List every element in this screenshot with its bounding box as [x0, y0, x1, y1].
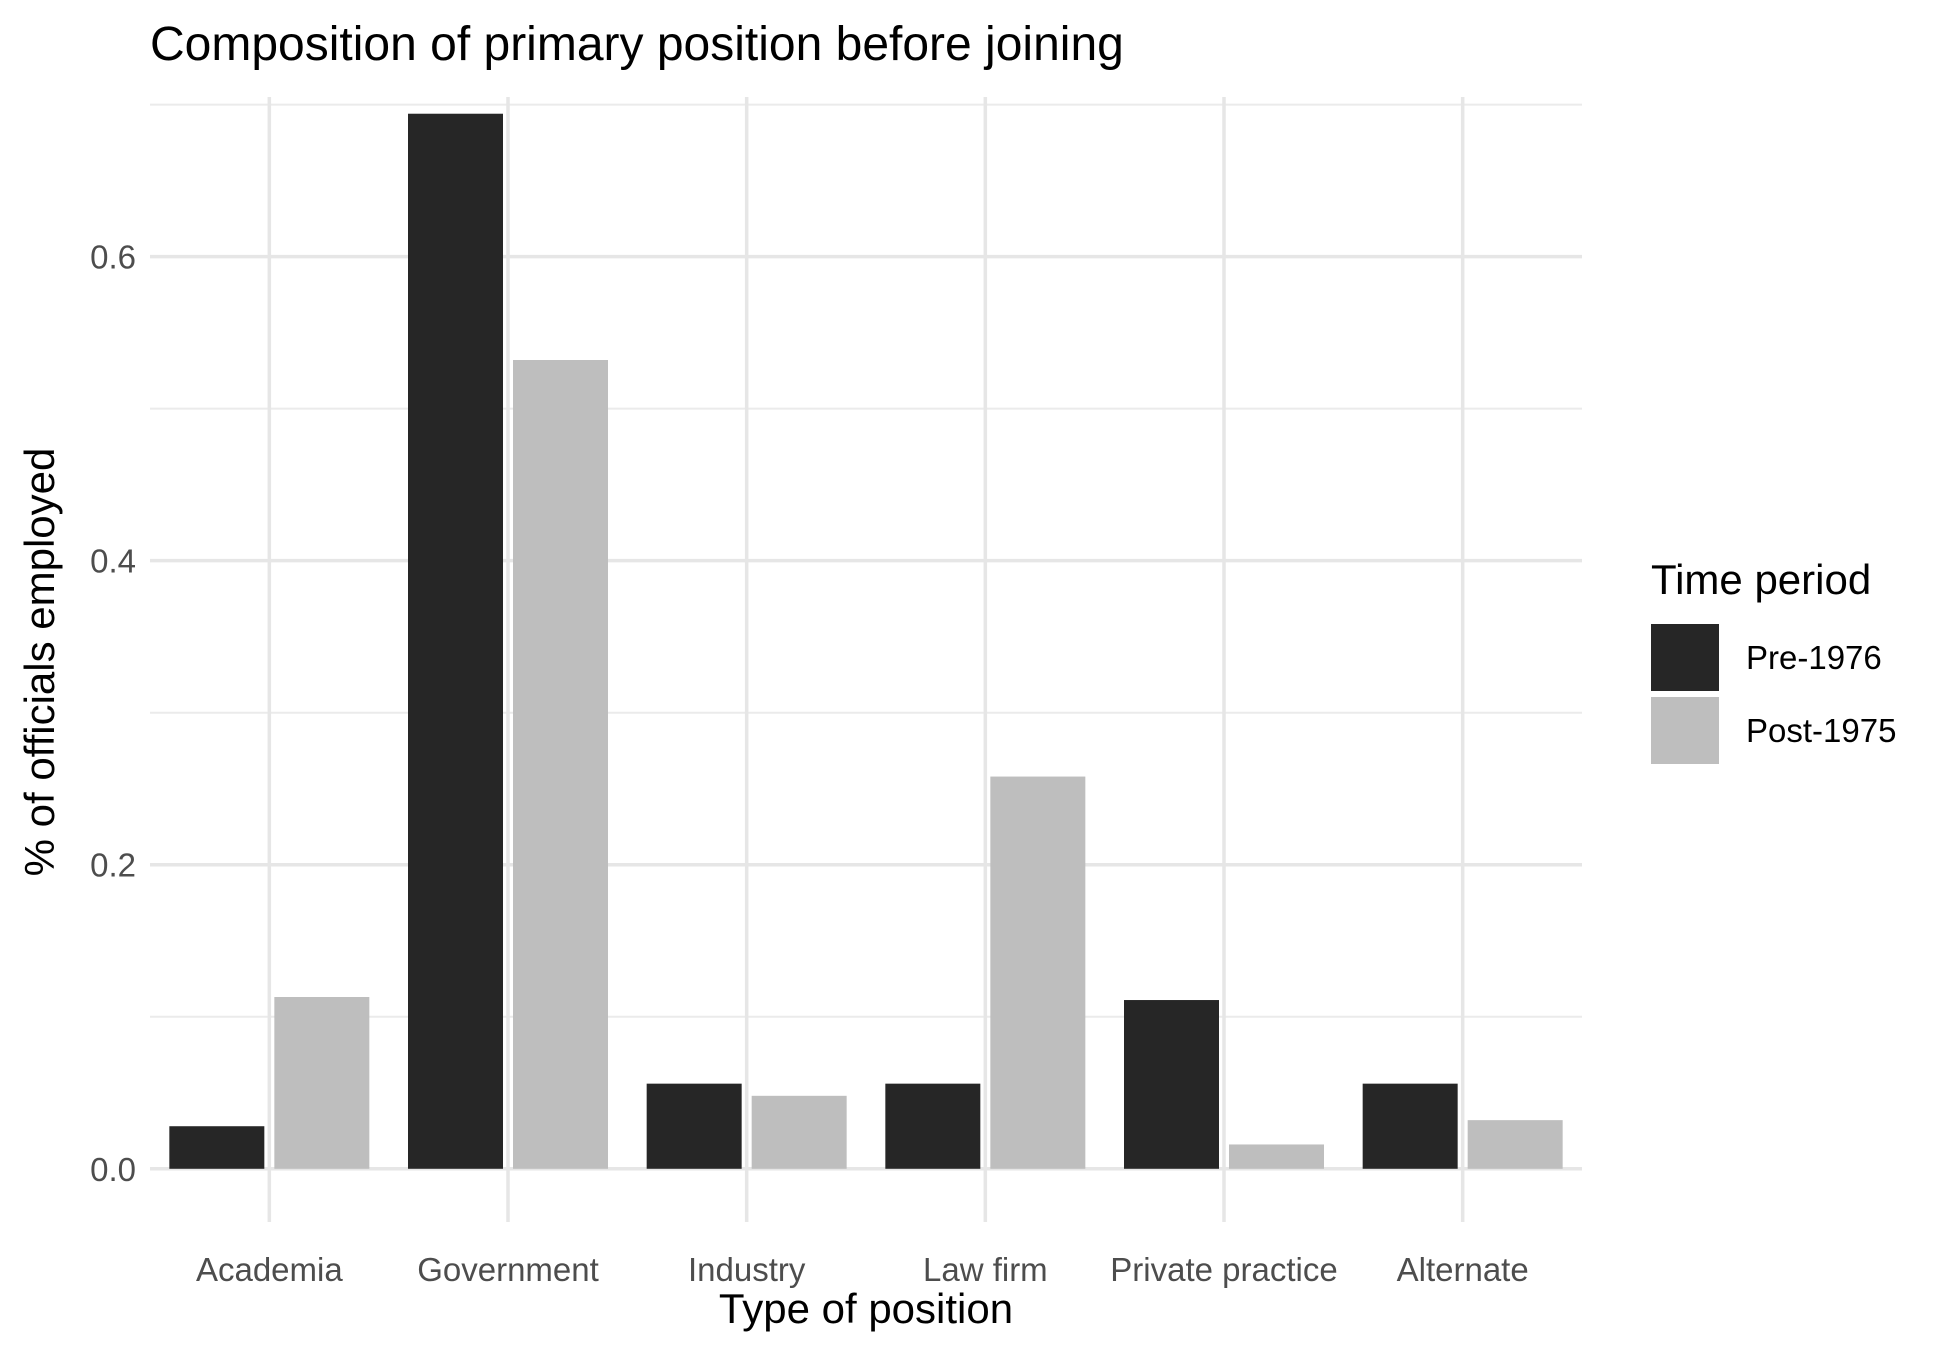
- y-tick-label: 0.4: [90, 543, 136, 580]
- y-tick-label: 0.6: [90, 239, 136, 276]
- x-tick-label: Alternate: [1397, 1251, 1529, 1288]
- x-tick-label: Government: [417, 1251, 599, 1288]
- bar-pre-1976-government: [408, 113, 503, 1169]
- bar-pre-1976-industry: [646, 1083, 742, 1169]
- grid-lines: [150, 97, 1582, 1222]
- bar-post-1975-academia: [274, 997, 370, 1169]
- x-tick-label: Law firm: [923, 1251, 1048, 1288]
- y-axis-title: % of officials employed: [16, 448, 63, 877]
- axes: 0.0 0.2 0.4 0.6 Academia Government Industry La…: [90, 239, 1529, 1288]
- legend: Time period Pre-1976 Post-1975: [1651, 556, 1896, 764]
- chart-title: Composition of primary position before j…: [150, 18, 1124, 71]
- legend-swatch: [1651, 697, 1719, 764]
- bar-pre-1976-law-firm: [885, 1083, 981, 1169]
- bar-post-1975-law-firm: [990, 776, 1086, 1169]
- legend-title: Time period: [1651, 556, 1871, 603]
- y-tick-label: 0.2: [90, 847, 136, 884]
- bars: [169, 113, 1563, 1169]
- bar-pre-1976-academia: [169, 1126, 265, 1169]
- x-tick-label: Industry: [688, 1251, 806, 1288]
- x-tick-label: Private practice: [1110, 1251, 1337, 1288]
- legend-label: Pre-1976: [1746, 639, 1882, 676]
- legend-swatch: [1651, 624, 1719, 691]
- bar-pre-1976-private-practice: [1124, 1000, 1219, 1169]
- bar-pre-1976-alternate: [1362, 1083, 1458, 1169]
- bar-post-1975-private-practice: [1229, 1144, 1324, 1169]
- y-tick-label: 0.0: [90, 1151, 136, 1188]
- x-axis-title: Type of position: [719, 1285, 1013, 1332]
- legend-label: Post-1975: [1746, 712, 1896, 749]
- bar-post-1975-alternate: [1467, 1120, 1563, 1169]
- bar-post-1975-industry: [751, 1095, 847, 1169]
- bar-post-1975-government: [513, 360, 608, 1169]
- x-tick-label: Academia: [196, 1251, 343, 1288]
